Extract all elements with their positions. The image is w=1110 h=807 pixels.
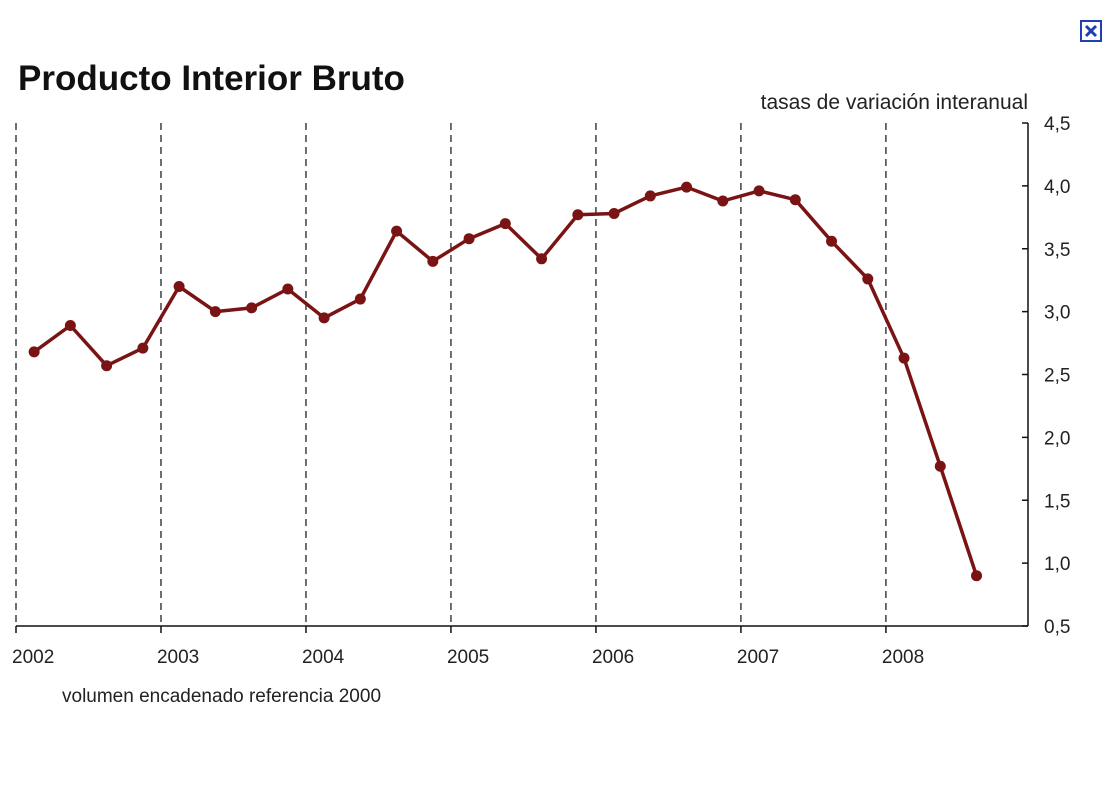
x-tick-label: 2002 (12, 647, 54, 668)
data-point (499, 218, 511, 230)
x-ticks: 2002 2003 2004 2005 2006 2007 2008 (12, 626, 924, 668)
data-point (862, 273, 874, 285)
y-tick-label: 1,0 (1044, 554, 1070, 575)
y-tick-label: 2,0 (1044, 428, 1070, 449)
data-point (209, 306, 221, 318)
data-point (282, 283, 294, 295)
chart-title: Producto Interior Bruto (18, 59, 405, 98)
y-tick-label: 2,5 (1044, 366, 1070, 387)
close-button[interactable] (1080, 20, 1102, 42)
x-tick-label: 2007 (737, 647, 779, 668)
data-point (101, 360, 113, 372)
data-point (463, 233, 475, 245)
chart-note: volumen encadenado referencia 2000 (62, 686, 381, 707)
y-tick-label: 3,5 (1044, 240, 1070, 261)
data-point (391, 225, 403, 237)
data-point (753, 185, 765, 197)
data-point (246, 302, 258, 314)
data-point (717, 195, 729, 207)
data-point (608, 208, 620, 220)
x-tick-label: 2008 (882, 647, 924, 668)
data-point (898, 352, 910, 364)
data-point (934, 460, 946, 472)
x-tick-label: 2005 (447, 647, 489, 668)
chart-subtitle: tasas de variación interanual (761, 91, 1028, 114)
vertical-gridlines (15, 123, 887, 626)
data-point (644, 190, 656, 202)
close-x-icon (1084, 24, 1098, 38)
series-line (33, 185, 979, 577)
x-tick-label: 2004 (302, 647, 345, 668)
data-point (536, 253, 548, 265)
series-gdp (28, 181, 983, 582)
data-point (826, 235, 838, 247)
data-point (681, 181, 693, 193)
data-point (427, 255, 439, 267)
x-tick-label: 2003 (157, 647, 199, 668)
y-tick-label: 4,5 (1044, 114, 1070, 135)
y-tick-label: 0,5 (1044, 617, 1070, 638)
data-point (173, 280, 185, 292)
data-point (789, 194, 801, 206)
data-point (971, 570, 983, 582)
data-point (137, 342, 149, 354)
data-point (354, 293, 366, 305)
data-point (64, 319, 76, 331)
data-point (28, 346, 40, 358)
data-point (572, 209, 584, 221)
y-ticks: 4,5 4,0 3,5 3,0 2,5 2,0 1,5 1,0 0,5 (1022, 114, 1070, 638)
axes (16, 123, 1029, 627)
y-tick-label: 3,0 (1044, 303, 1070, 324)
data-point (318, 312, 330, 324)
y-tick-label: 4,0 (1044, 177, 1070, 198)
y-tick-label: 1,5 (1044, 491, 1070, 512)
x-tick-label: 2006 (592, 647, 634, 668)
